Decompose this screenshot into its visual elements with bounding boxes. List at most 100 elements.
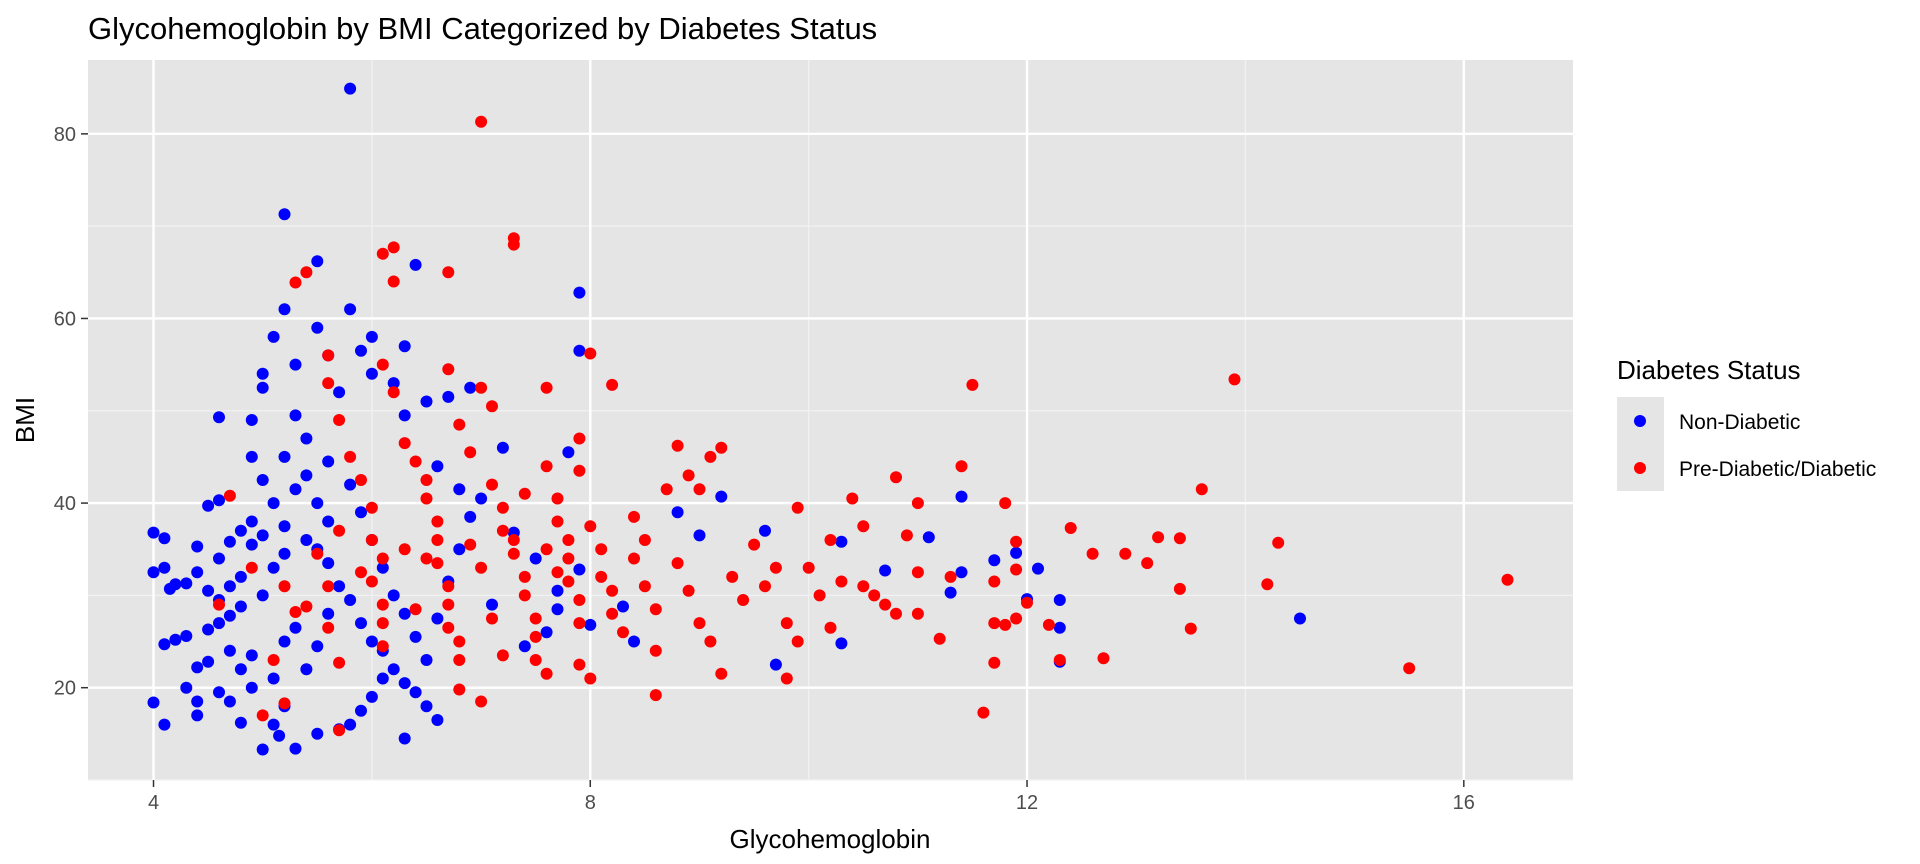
data-point — [300, 266, 313, 279]
data-point — [475, 695, 488, 708]
data-point — [333, 580, 346, 593]
data-point — [540, 543, 553, 556]
data-point — [442, 580, 455, 593]
data-point — [344, 594, 357, 606]
data-point — [1032, 562, 1044, 575]
data-point — [169, 578, 182, 591]
data-point — [344, 718, 357, 731]
data-point — [1053, 654, 1066, 666]
data-point — [420, 474, 433, 486]
data-point — [365, 330, 378, 343]
data-point — [398, 732, 411, 745]
data-point — [562, 534, 575, 546]
data-point — [584, 347, 597, 360]
data-point — [496, 441, 509, 454]
data-point — [344, 303, 357, 316]
y-tick-label: 20 — [54, 678, 76, 700]
data-point — [780, 617, 793, 630]
data-point — [638, 534, 651, 546]
data-point — [311, 497, 324, 510]
data-point — [180, 577, 193, 590]
data-point — [267, 330, 280, 343]
data-point — [245, 681, 258, 694]
data-point — [1272, 536, 1285, 549]
data-point — [1042, 618, 1055, 631]
data-point — [202, 499, 215, 512]
data-point — [671, 506, 684, 519]
data-point — [420, 552, 433, 565]
data-point — [289, 606, 302, 618]
x-tick-label: 8 — [585, 792, 596, 814]
data-point — [267, 718, 280, 731]
data-point — [234, 716, 247, 729]
data-point — [442, 598, 455, 611]
data-point — [420, 654, 433, 666]
data-point — [409, 258, 422, 271]
data-point — [234, 663, 247, 676]
data-point — [431, 714, 444, 726]
y-axis-ticks: 20 40 60 80 — [54, 124, 88, 700]
data-point — [1010, 546, 1023, 559]
data-point — [289, 358, 302, 371]
data-point — [158, 718, 171, 731]
data-point — [256, 367, 269, 380]
data-point — [355, 617, 367, 630]
data-point — [289, 409, 302, 422]
data-point — [911, 497, 924, 510]
data-point — [256, 743, 269, 756]
data-point — [322, 455, 335, 468]
data-point — [1053, 621, 1066, 634]
data-point — [158, 561, 171, 574]
data-point — [278, 547, 291, 560]
data-point — [355, 474, 367, 486]
data-point — [311, 640, 324, 653]
data-point — [213, 617, 225, 630]
data-point — [147, 566, 160, 579]
data-point — [518, 640, 531, 653]
data-point — [551, 492, 564, 505]
data-point — [256, 709, 269, 722]
data-point — [344, 82, 357, 95]
data-point — [1152, 531, 1165, 544]
data-point — [311, 727, 324, 740]
data-point — [387, 663, 400, 676]
data-point — [223, 489, 236, 502]
data-point — [955, 460, 968, 473]
data-point — [1501, 573, 1514, 586]
data-point — [573, 464, 586, 477]
data-point — [813, 589, 826, 602]
data-point — [431, 612, 444, 625]
data-point — [147, 526, 160, 539]
data-point — [999, 618, 1012, 631]
data-point — [223, 609, 236, 622]
data-point — [791, 501, 804, 514]
data-point — [442, 363, 455, 376]
data-point — [213, 598, 225, 611]
data-point — [398, 607, 411, 620]
data-point — [453, 543, 466, 556]
data-point — [584, 520, 597, 533]
data-point — [442, 621, 455, 634]
data-point — [638, 580, 651, 593]
data-point — [278, 208, 291, 221]
data-point — [355, 344, 367, 357]
data-point — [595, 570, 608, 583]
data-point — [475, 561, 488, 574]
data-point — [191, 540, 204, 553]
data-point — [409, 630, 422, 643]
data-point — [333, 524, 346, 537]
data-point — [376, 247, 389, 260]
data-point — [300, 600, 313, 613]
data-point — [223, 695, 236, 708]
data-point — [1064, 522, 1077, 534]
data-point — [507, 534, 520, 546]
data-point — [322, 349, 335, 362]
data-point — [507, 238, 520, 251]
data-point — [1086, 547, 1099, 560]
data-point — [573, 286, 586, 299]
data-point — [245, 515, 258, 528]
data-point — [180, 630, 193, 642]
data-point — [1010, 535, 1023, 548]
data-point — [453, 635, 466, 648]
data-point — [1021, 596, 1033, 609]
